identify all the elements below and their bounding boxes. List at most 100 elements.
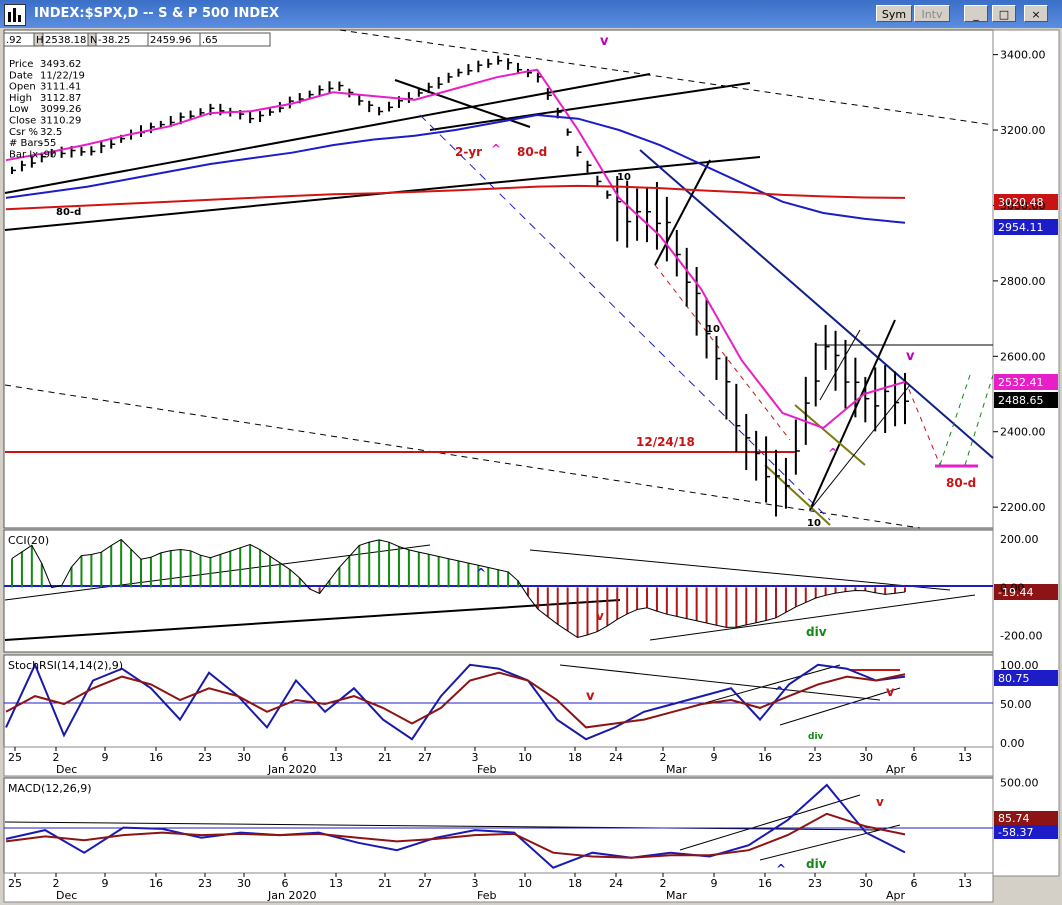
cci-panel[interactable] [3, 529, 994, 653]
month-label: Mar [666, 763, 687, 776]
date-label: 23 [198, 877, 212, 890]
trendlines [4, 29, 994, 861]
cci-axis-label: -200.00 [1000, 630, 1042, 643]
month-label: Dec [56, 763, 77, 776]
data-window-label: Bar Ix [9, 149, 38, 160]
title-bar: INDEX:$SPX,D -- S & P 500 INDEX Sym Intv… [0, 0, 1062, 28]
date-label: 3 [472, 751, 479, 764]
date-axis-band [3, 872, 994, 903]
macd-line [5, 783, 906, 869]
date-label: 25 [8, 877, 22, 890]
macd-axis-label: 500.00 [1000, 777, 1039, 790]
macd-value: -58.37 [998, 826, 1033, 839]
minimize-button[interactable]: _ [964, 5, 988, 22]
data-window-label: Low [9, 104, 29, 115]
quote-cell [199, 32, 271, 47]
quote-value: 2538.18 [45, 35, 86, 46]
macd-annotation: div [806, 857, 827, 871]
quote-value: 2459.96 [150, 35, 191, 46]
price-tag-value: 2954.11 [998, 221, 1044, 234]
data-window-value: 32.5 [40, 127, 62, 138]
date-label: 18 [568, 877, 582, 890]
price-tag [994, 219, 1058, 235]
data-window-label: High [9, 93, 32, 104]
date-label: 9 [102, 751, 109, 764]
data-window-label: Open [9, 82, 36, 93]
cci-axis-label: 200.00 [1000, 533, 1039, 546]
stochrsi-annotation: v [886, 685, 895, 700]
price-annotation: 2-yr [455, 145, 482, 159]
data-window-label: # Bars [9, 138, 43, 149]
date-label: 16 [149, 751, 163, 764]
date-label: 9 [102, 877, 109, 890]
date-label: 9 [711, 877, 718, 890]
stochrsi-annotation: div [808, 732, 824, 742]
price-axis-label: 3400.00 [1000, 49, 1046, 62]
price-annotation: 80-d [56, 207, 81, 218]
price-tag [994, 194, 1058, 210]
stochrsi-panel[interactable] [3, 654, 994, 750]
cci-annotation: ^ [476, 566, 486, 580]
intv-button[interactable]: Intv [914, 5, 950, 22]
quote-value: H [36, 35, 44, 46]
price-axis-label: 2600.00 [1000, 350, 1046, 363]
ma-red-line [5, 184, 906, 211]
data-window-value: 3110.29 [40, 116, 81, 127]
date-label: 27 [418, 877, 432, 890]
date-label: 24 [609, 751, 623, 764]
sym-button[interactable]: Sym [876, 5, 912, 22]
close-button[interactable]: × [1024, 5, 1048, 22]
price-axis-column [992, 29, 1060, 877]
month-label: Jan 2020 [267, 889, 316, 902]
cci-annotation: div [806, 625, 827, 639]
date-label: 3 [472, 877, 479, 890]
stochrsi-line [5, 662, 906, 741]
cci-value: -19.44 [998, 586, 1033, 599]
cci-value-tag [994, 584, 1058, 600]
date-label: 16 [149, 877, 163, 890]
price-tag-value: 3020.48 [998, 196, 1044, 209]
macd-annotation: ^ [776, 862, 786, 876]
price-annotation: 80-d [517, 145, 547, 159]
ma-blue-line [5, 113, 906, 224]
maximize-button[interactable]: □ [992, 5, 1016, 22]
date-label: 13 [329, 877, 343, 890]
stochrsi-signal-line [5, 671, 906, 729]
quote-value: .92 [6, 35, 22, 46]
stochrsi-value: 80.75 [998, 672, 1030, 685]
date-label: 13 [329, 751, 343, 764]
date-label: 27 [418, 751, 432, 764]
price-axis-label: 2400.00 [1000, 426, 1046, 439]
date-label: 6 [282, 877, 289, 890]
price-panel[interactable] [3, 29, 994, 529]
ma-magenta-line [5, 68, 906, 430]
data-window-label: Price [9, 59, 33, 70]
window-title: INDEX:$SPX,D -- S & P 500 INDEX [34, 6, 280, 21]
date-label: 30 [237, 751, 251, 764]
stochrsi-axis-label: 50.00 [1000, 698, 1032, 711]
date-label: 2 [660, 877, 667, 890]
month-label: Jan 2020 [267, 763, 316, 776]
date-label: 6 [911, 877, 918, 890]
quote-value: -38.25 [98, 35, 130, 46]
price-annotation: 12/24/18 [636, 435, 695, 449]
price-annotation: v [600, 34, 609, 49]
date-label: 6 [282, 751, 289, 764]
date-label: 30 [859, 751, 873, 764]
date-label: 25 [8, 751, 22, 764]
macd-title: MACD(12,26,9) [8, 782, 92, 795]
chart-app-icon [4, 4, 26, 26]
date-label: 21 [378, 877, 392, 890]
date-label: 18 [568, 751, 582, 764]
price-tag [994, 374, 1058, 390]
price-axis-label: 2200.00 [1000, 501, 1046, 514]
price-annotation: ^ [491, 142, 501, 156]
date-label: 30 [237, 877, 251, 890]
month-label: Dec [56, 889, 77, 902]
quote-value: .65 [202, 35, 218, 46]
macd-annotation: v [876, 795, 884, 809]
stochrsi-annotation: v [586, 689, 595, 704]
macd-signal-line [5, 812, 906, 859]
date-label: 16 [758, 877, 772, 890]
price-annotation: v [906, 349, 915, 364]
